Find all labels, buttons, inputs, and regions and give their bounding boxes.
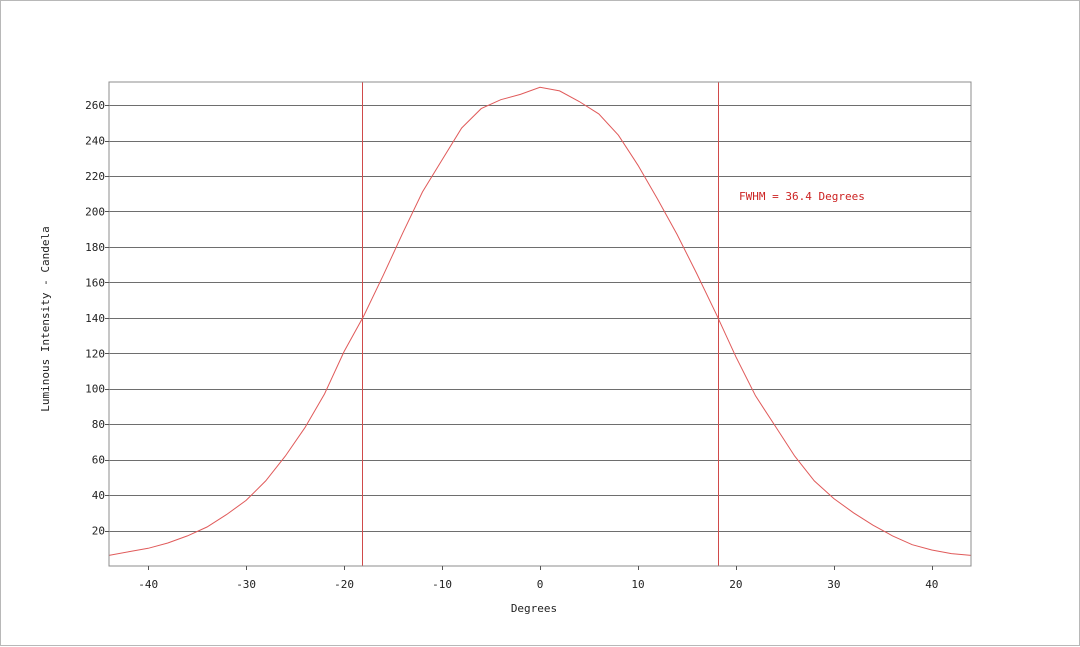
y-tick-label: 140 <box>85 312 105 325</box>
fwhm-markers <box>362 82 719 566</box>
x-tick-label: 20 <box>729 578 742 591</box>
y-tick-label: 60 <box>92 454 105 467</box>
x-tick-label: 0 <box>537 578 544 591</box>
y-tick-label: 260 <box>85 99 105 112</box>
y-tick-label: 80 <box>92 418 105 431</box>
y-tick-label: 240 <box>85 135 105 148</box>
x-tick-label: 40 <box>925 578 938 591</box>
y-tick-label: 160 <box>85 276 105 289</box>
plot-area <box>109 82 971 566</box>
x-tick-label: 30 <box>827 578 840 591</box>
y-tick-label: 200 <box>85 205 105 218</box>
x-tick-label: -40 <box>138 578 158 591</box>
grid-lines <box>109 105 971 532</box>
y-axis-ticks: 20 40 60 80 100 120 140 160 180 200 220 240 260 <box>85 99 109 538</box>
y-axis-title: Luminous Intensity - Candela <box>39 226 52 411</box>
y-tick-label: 120 <box>85 347 105 360</box>
intensity-curve <box>108 86 972 556</box>
y-tick-label: 20 <box>92 525 105 538</box>
x-tick-label: -10 <box>432 578 452 591</box>
x-tick-label: 10 <box>631 578 644 591</box>
fwhm-annotation: FWHM = 36.4 Degrees <box>739 190 865 203</box>
y-tick-label: 40 <box>92 489 105 502</box>
x-tick-label: -30 <box>236 578 256 591</box>
x-axis-title: Degrees <box>511 602 557 615</box>
x-axis-ticks: -40 -30 -20 -10 0 10 20 30 40 <box>138 566 938 591</box>
y-tick-label: 220 <box>85 170 105 183</box>
y-tick-label: 180 <box>85 241 105 254</box>
y-tick-label: 100 <box>85 383 105 396</box>
x-tick-label: -20 <box>334 578 354 591</box>
